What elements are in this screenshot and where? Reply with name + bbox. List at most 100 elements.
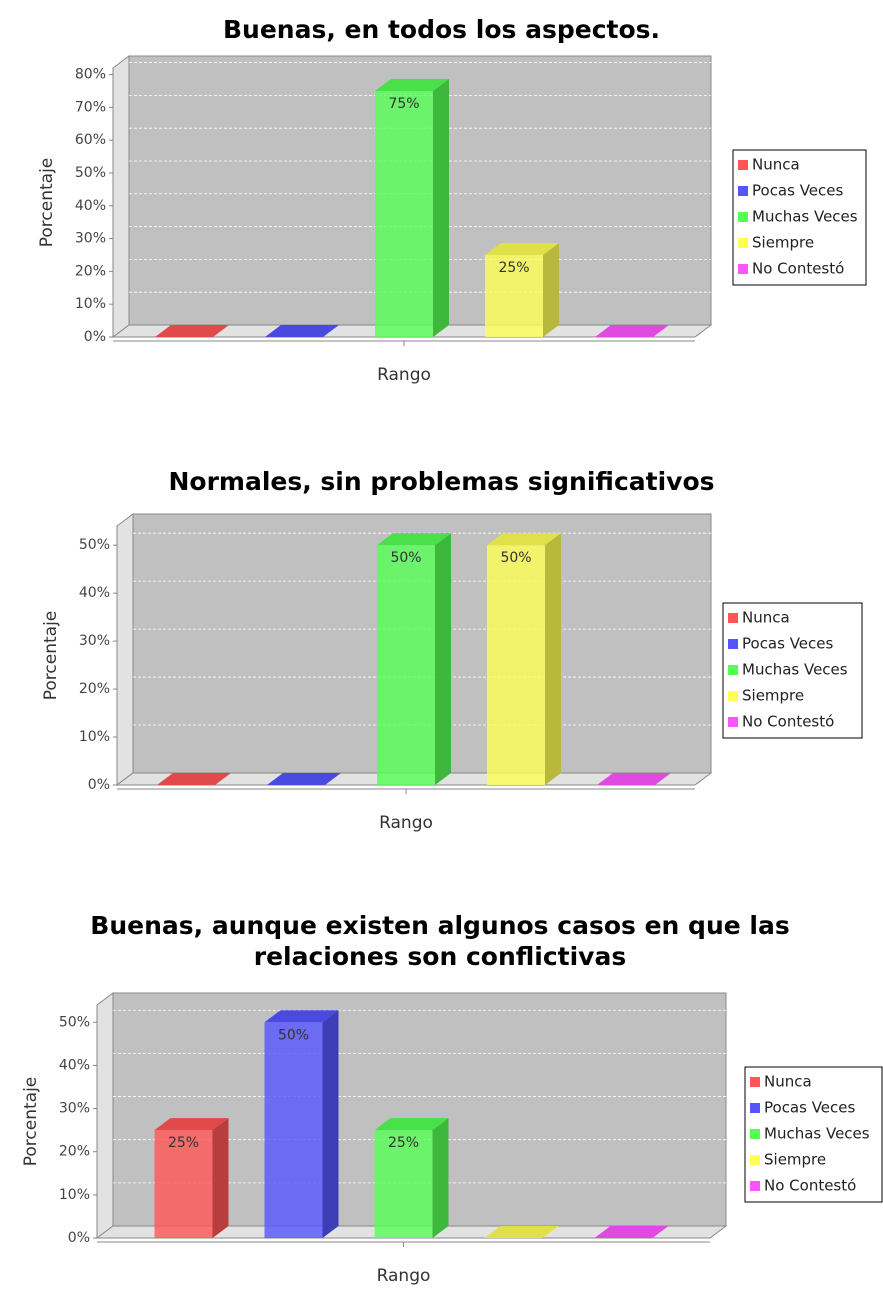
legend-swatch [750, 1103, 760, 1113]
value-label: 25% [168, 1135, 199, 1151]
bar-top-shade [487, 533, 561, 546]
y-tick-label: 20% [59, 1144, 90, 1160]
legend-label: No Contestó [764, 1177, 856, 1195]
bar-front [487, 545, 545, 785]
x-axis-label: Rango [377, 1266, 431, 1286]
y-tick-label: 30% [75, 231, 106, 247]
legend-label: No Contestó [752, 260, 844, 278]
bar [375, 78, 449, 338]
bar [155, 325, 229, 337]
bar-side [435, 533, 451, 785]
bar-top-shade [155, 325, 229, 337]
legend-label: No Contestó [742, 713, 834, 731]
legend-swatch [738, 160, 748, 170]
legend-swatch [750, 1181, 760, 1191]
chart-title: Buenas, aunque existen algunos casos en … [90, 911, 790, 971]
chart-title: Normales, sin problemas significativos [168, 467, 715, 496]
bar-side [545, 533, 561, 785]
legend-label: Pocas Veces [742, 635, 834, 653]
y-tick-label: 10% [59, 1187, 90, 1203]
bar-top [267, 773, 341, 785]
value-label: 25% [388, 1135, 419, 1151]
legend-swatch [728, 639, 738, 649]
value-label: 50% [500, 550, 531, 566]
bar-top-shade [375, 78, 449, 91]
bar-top [377, 533, 451, 546]
legend-label: Siempre [742, 687, 804, 705]
legend-label: Nunca [764, 1073, 812, 1091]
bar-top-shade [265, 325, 339, 337]
value-label: 50% [390, 550, 421, 566]
value-label: 25% [498, 260, 529, 276]
legend-swatch [738, 186, 748, 196]
legend-swatch [738, 212, 748, 222]
bar-side [432, 1118, 449, 1238]
legend-label: Pocas Veces [764, 1099, 856, 1117]
y-axis-label: Porcentaje [21, 1077, 41, 1167]
bar [377, 533, 451, 785]
bar-side [322, 1010, 339, 1238]
bar [594, 1226, 669, 1238]
bar-side [212, 1118, 229, 1238]
bar [157, 773, 231, 785]
legend-label: Siempre [752, 234, 814, 252]
y-tick-label: 10% [75, 296, 106, 312]
y-axis-label: Porcentaje [37, 158, 57, 248]
legend-label: Siempre [764, 1151, 826, 1169]
bar-top-shade [485, 242, 559, 255]
y-tick-label: 70% [75, 99, 106, 115]
bar-front [154, 1130, 213, 1238]
y-tick-label: 0% [88, 777, 110, 793]
bar-side-shade [212, 1118, 229, 1238]
side-wall [116, 513, 134, 786]
legend-swatch [728, 691, 738, 701]
bar-front [485, 254, 543, 337]
x-axis-label: Rango [379, 813, 433, 833]
bar-top [485, 242, 559, 255]
bar-top-shade [264, 1010, 339, 1023]
bar [267, 773, 341, 785]
legend-box [722, 602, 863, 739]
side-wall [112, 55, 130, 338]
bar [485, 242, 559, 337]
y-axis-label: Porcentaje [41, 611, 61, 701]
bar-top-shade [154, 1118, 229, 1131]
y-tick-label: 20% [75, 263, 106, 279]
y-tick-label: 80% [75, 67, 106, 83]
bar-top-shade [484, 1226, 559, 1238]
bar-side-shade [435, 533, 451, 785]
legend-label: Nunca [752, 156, 800, 174]
bar [264, 1010, 339, 1238]
value-label: 75% [388, 96, 419, 112]
y-tick-label: 40% [75, 198, 106, 214]
y-tick-label: 40% [59, 1057, 90, 1073]
bar-top [487, 533, 561, 546]
bar [595, 325, 669, 337]
bar-top-shade [157, 773, 231, 785]
bar-side [543, 242, 559, 337]
bar-side-shade [432, 1118, 449, 1238]
bar-front [264, 1022, 323, 1238]
y-tick-label: 50% [59, 1014, 90, 1030]
legend-swatch [728, 665, 738, 675]
value-label: 50% [278, 1027, 309, 1043]
bar-top [155, 325, 229, 337]
y-tick-label: 50% [75, 165, 106, 181]
bar-side [433, 78, 449, 338]
bar-top [265, 325, 339, 337]
bar-top [597, 773, 671, 785]
legend-swatch [750, 1129, 760, 1139]
y-tick-label: 30% [79, 633, 110, 649]
bar-top-shade [594, 1226, 669, 1238]
bar-top [374, 1118, 449, 1131]
y-tick-label: 20% [79, 681, 110, 697]
legend-box [732, 149, 867, 286]
y-tick-label: 0% [68, 1230, 90, 1246]
y-tick-label: 50% [79, 537, 110, 553]
bar-side-shade [543, 242, 559, 337]
legend-swatch [738, 238, 748, 248]
legend-label: Muchas Veces [742, 661, 848, 679]
bar-top [375, 78, 449, 91]
x-axis-label: Rango [377, 365, 431, 385]
